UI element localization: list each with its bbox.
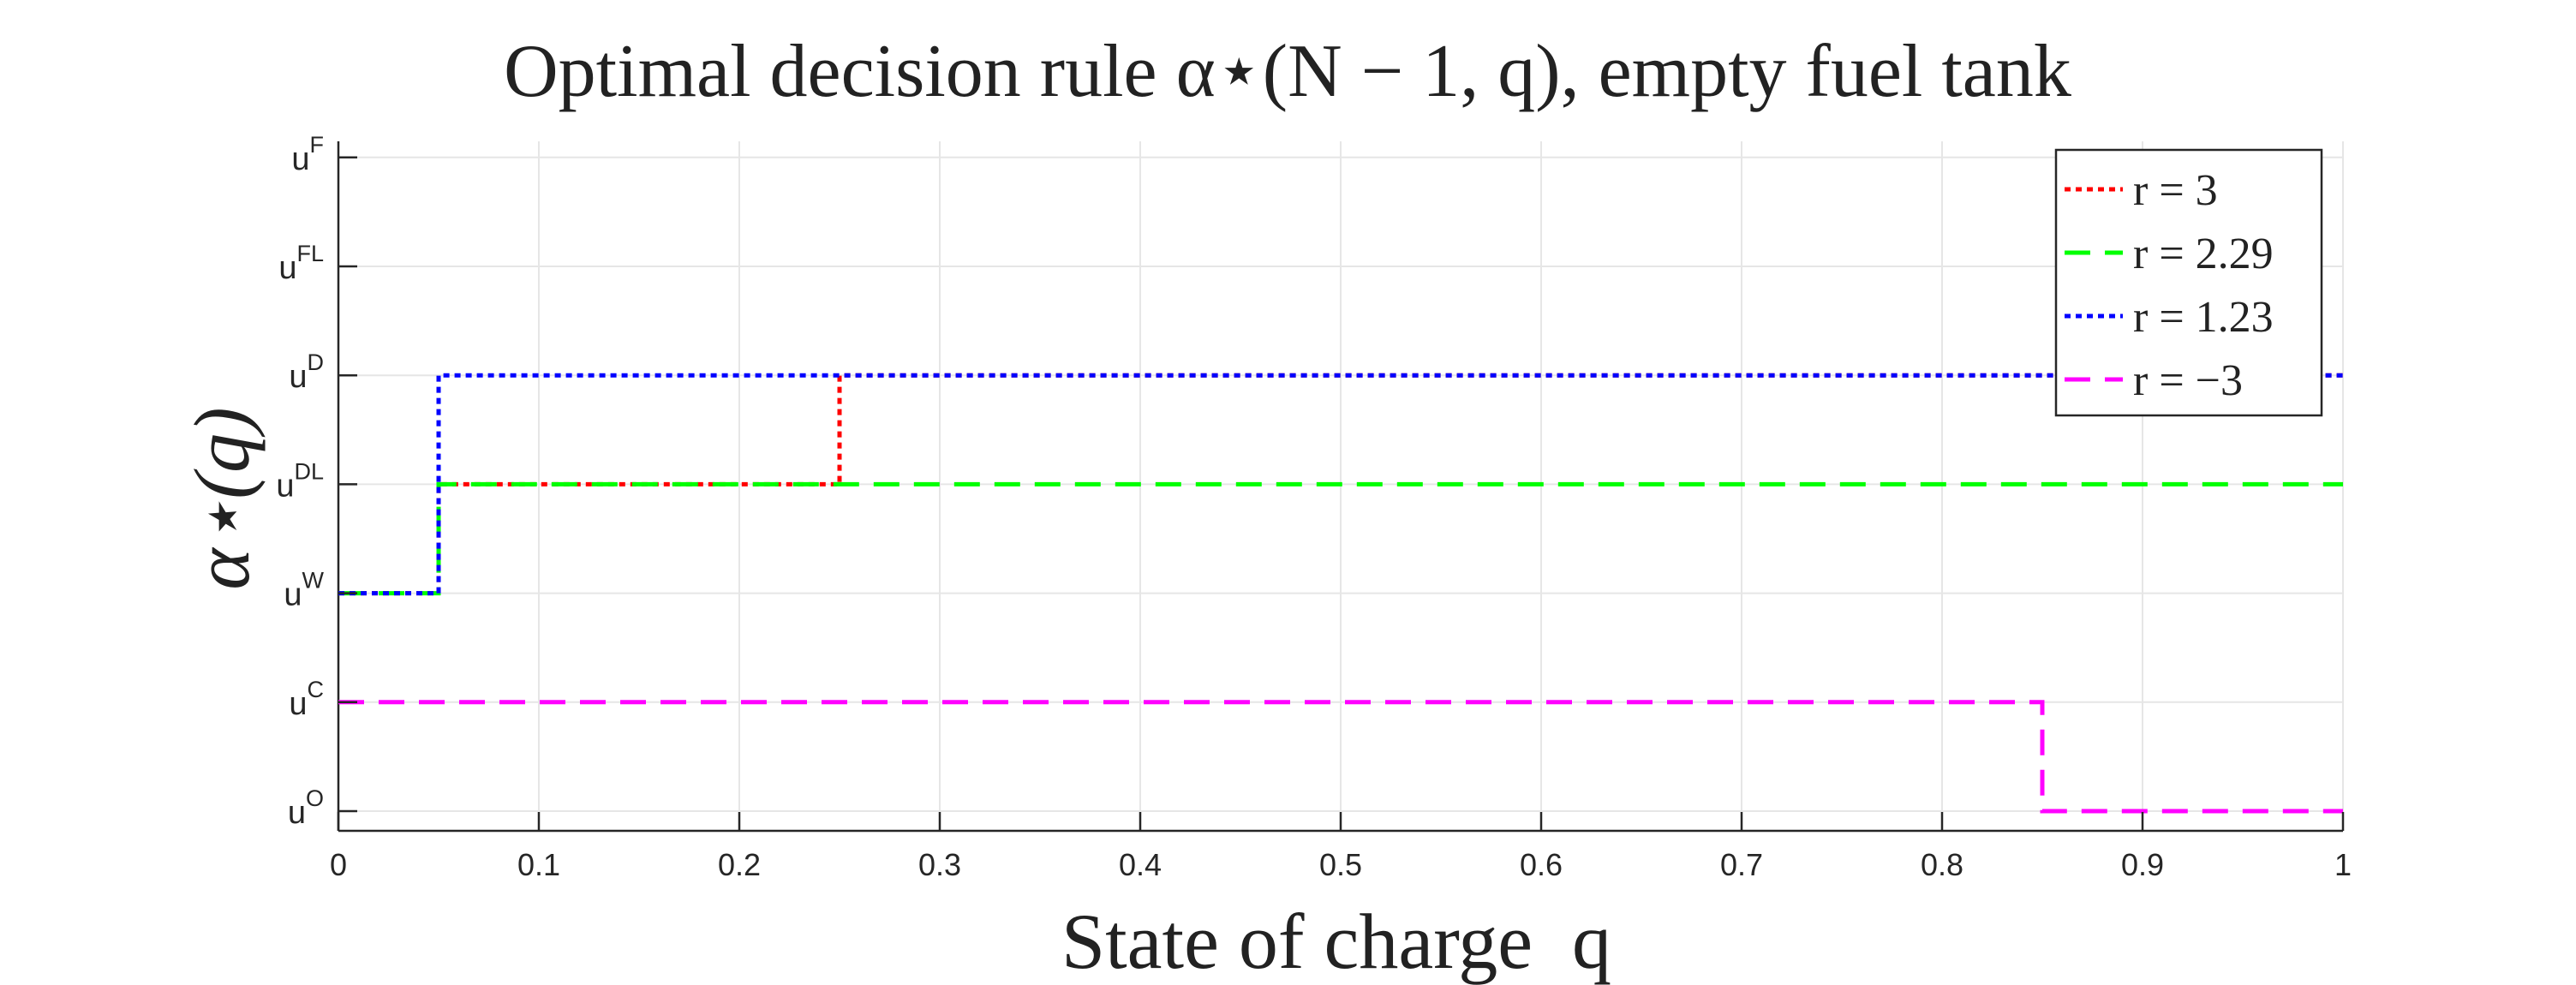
x-tick-label: 0.6 (1520, 847, 1563, 882)
y-tick-label: uF (291, 132, 324, 177)
x-tick-label: 0 (330, 847, 347, 882)
legend-label: r = −3 (2133, 356, 2243, 405)
legend-box (2054, 148, 2323, 417)
x-tick-label: 0.5 (1319, 847, 1362, 882)
chart-title: Optimal decision rule α⋆(N − 1, q), empt… (504, 30, 2071, 113)
y-axis-label: α⋆(q) (178, 407, 266, 589)
y-tick-label: uD (289, 349, 324, 395)
y-tick-label: uW (284, 568, 324, 613)
x-tick-label: 0.8 (1921, 847, 1963, 882)
plot-area: 0 0.1 0.2 0.3 0.4 0.5 0.6 0.7 0.8 0.9 1 uOuCuWuDLu… (276, 132, 2352, 882)
series-group (338, 373, 2343, 814)
x-tick-label: 0.9 (2121, 847, 2164, 882)
series-line-rneg3 (338, 700, 2343, 814)
legend-label: r = 2.29 (2133, 230, 2274, 278)
series-line-r1-23 (338, 373, 2343, 596)
x-tick-label: 0.7 (1720, 847, 1763, 882)
legend-label: r = 1.23 (2133, 293, 2274, 342)
x-tick-label: 1 (2334, 847, 2352, 882)
legend: r = 3 r = 2.29 r = 1.23 r = −3 (2054, 148, 2323, 417)
legend-label: r = 3 (2133, 166, 2218, 215)
x-tick-label: 0.4 (1119, 847, 1162, 882)
y-tick-label: uO (288, 785, 324, 831)
y-tick-label: uC (289, 677, 324, 722)
y-axis-ticks: uO uC uW uDL uD uFL uF (276, 132, 357, 831)
x-axis-ticks: 0 0.1 0.2 0.3 0.4 0.5 0.6 0.7 0.8 0.9 1 (330, 812, 2352, 882)
y-tick-label: uDL (276, 458, 324, 504)
x-tick-label: 0.1 (517, 847, 560, 882)
x-axis-label: State of charge q (1061, 898, 1611, 985)
x-tick-label: 0.3 (918, 847, 961, 882)
y-tick-label: uFL (278, 241, 324, 286)
x-tick-label: 0.2 (718, 847, 761, 882)
